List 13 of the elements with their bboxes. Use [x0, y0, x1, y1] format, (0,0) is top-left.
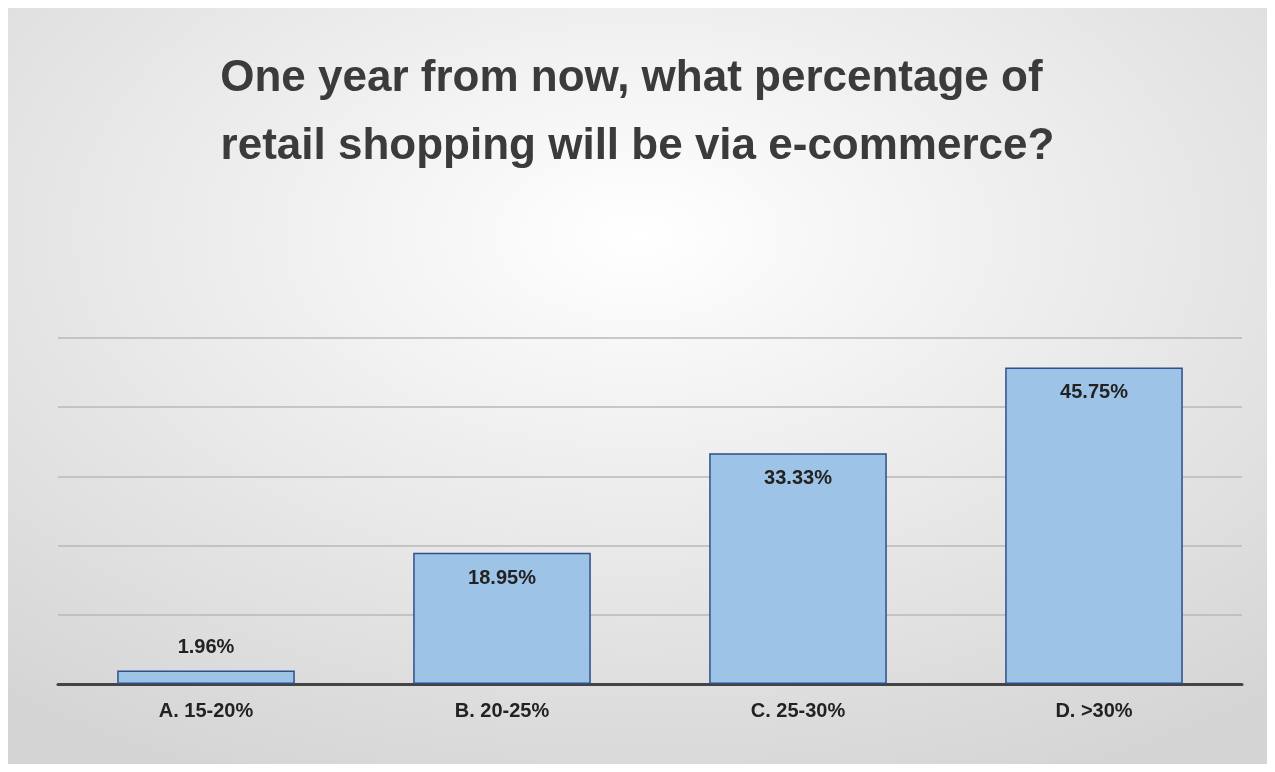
data-label: 18.95%: [468, 565, 537, 588]
data-label: 33.33%: [764, 466, 833, 489]
bar: [413, 552, 591, 684]
x-tick-label: C. 25-30%: [750, 699, 846, 721]
data-label: 1.96%: [177, 635, 235, 658]
x-tick-label: D. >30%: [1055, 699, 1133, 721]
data-label: 45.75%: [1060, 380, 1129, 403]
x-tick-label: A. 15-20%: [158, 699, 254, 721]
bar: [117, 670, 295, 684]
chart-title: One year from now, what percentage of retail shopping will be via e-commerce?: [220, 50, 1055, 168]
x-tick-label: B. 20-25%: [454, 699, 550, 721]
bar: [1005, 367, 1183, 684]
bar: [709, 453, 887, 684]
